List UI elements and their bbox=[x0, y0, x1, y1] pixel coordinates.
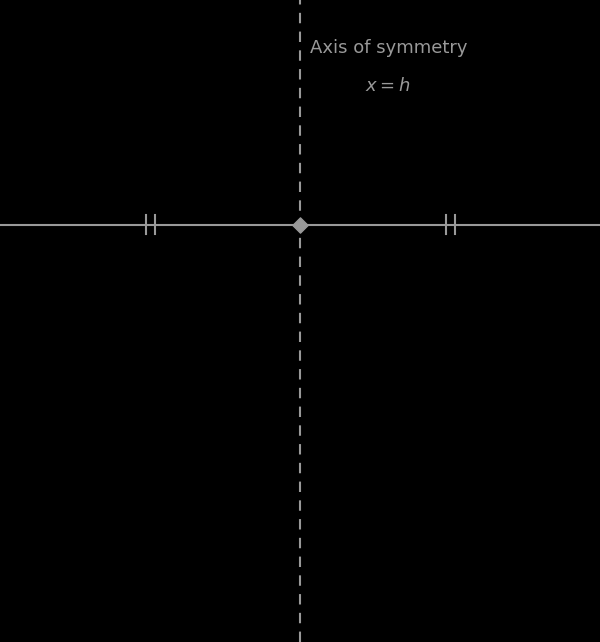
Text: Axis of symmetry: Axis of symmetry bbox=[310, 39, 467, 57]
Point bbox=[295, 220, 305, 230]
Text: $x = h$: $x = h$ bbox=[365, 77, 410, 95]
